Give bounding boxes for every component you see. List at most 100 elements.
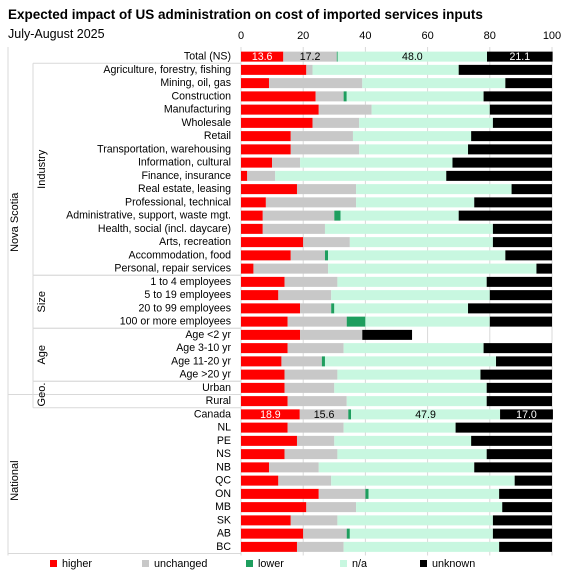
category-label: Retail [204, 130, 231, 142]
bar-segment-unchanged [268, 78, 363, 89]
x-tick-label: 0 [238, 30, 244, 42]
bar-segment-lower [348, 409, 352, 420]
bar-segment-unknown [486, 396, 552, 407]
bar-segment-na [346, 91, 484, 102]
legend: higher unchanged lower n/a unknown [50, 558, 475, 570]
category-label: Agriculture, forestry, fishing [103, 64, 231, 76]
legend-label: lower [258, 558, 284, 570]
bar-segment-unknown [487, 51, 553, 62]
bar-segment-unchanged [287, 343, 344, 354]
bar-segment-unknown [511, 184, 552, 195]
bar-segment-unknown [496, 356, 552, 367]
bar-segment-higher [241, 237, 304, 248]
category-label: Canada [194, 408, 231, 420]
x-tick-label: 80 [484, 30, 496, 42]
legend-swatch [142, 560, 149, 567]
bar-segment-unknown [505, 250, 552, 261]
bar-segment-higher [241, 131, 291, 142]
bar-segment-unknown [500, 409, 553, 420]
bar-segment-unknown [474, 197, 552, 208]
bar-segment-lower [321, 356, 325, 367]
bar-segment-higher [241, 515, 291, 526]
bar-segment-unchanged [284, 449, 338, 460]
bar-segment-unchanged [287, 422, 344, 433]
bar-segment-unchanged [306, 502, 357, 513]
group-label: Nova Scotia [9, 192, 21, 252]
bar-segment-higher [241, 488, 319, 499]
bar-segment-na [349, 528, 493, 539]
category-label: Manufacturing [164, 104, 231, 116]
bar-segment-unknown [492, 528, 552, 539]
bar-segment-unchanged [318, 104, 372, 115]
bar-segment-higher [241, 91, 316, 102]
bar-segment-higher [241, 329, 301, 340]
bar-segment-higher [241, 64, 307, 75]
category-label: Rural [206, 395, 231, 407]
category-label: Information, cultural [138, 157, 231, 169]
category-label: 1 to 4 employees [150, 276, 231, 288]
bar-segment-higher [241, 369, 285, 380]
bar-segment-na [340, 210, 459, 221]
group-label: Geo. [36, 383, 48, 407]
group-label: Industry [36, 149, 48, 189]
bar-segment-na [331, 290, 490, 301]
group-label: Age [36, 345, 48, 365]
bar-segment-lower [346, 528, 350, 539]
x-axis-ticks: 0 20 40 60 80 100 [238, 30, 561, 42]
bar-segment-unknown [492, 223, 552, 234]
category-label: Transportation, warehousing [97, 143, 231, 155]
bar-segment-unchanged [315, 91, 344, 102]
bar-segment-higher [241, 223, 263, 234]
bar-segment-unknown [502, 502, 552, 513]
data-label: 48.0 [402, 51, 423, 63]
bar-segment-unchanged [306, 64, 313, 75]
bar-segment-na [324, 356, 497, 367]
category-label: Health, social (incl. daycare) [98, 223, 231, 235]
bar-segment-unknown [486, 449, 552, 460]
data-label: 15.6 [314, 409, 335, 421]
bar-segment-na [300, 157, 453, 168]
bar-segment-unknown [471, 435, 552, 446]
bar-segment-unchanged [284, 276, 338, 287]
bar-segment-na [359, 117, 493, 128]
bar-segment-higher [241, 541, 297, 552]
bar-segment-unchanged [299, 409, 349, 420]
bar-segment-lower [334, 210, 341, 221]
bar-segment-lower [365, 488, 369, 499]
bar-segment-na [328, 263, 537, 274]
legend-swatch [246, 560, 253, 567]
bar-segment-unknown [492, 237, 552, 248]
bar-segment-lower [343, 91, 347, 102]
category-label: SK [217, 514, 231, 526]
bar-segment-unchanged [287, 396, 347, 407]
category-label: BC [216, 541, 231, 553]
bar-segment-lower [346, 316, 366, 327]
bar-segment-higher [241, 78, 269, 89]
group-labels: Nova Scotia Industry Size Age Geo. National [7, 47, 241, 556]
data-labels: 13.6 17.2 48.0 21.1 18.9 15.6 47.9 17.0 [252, 51, 537, 421]
bar-segment-higher [241, 157, 273, 168]
bar-segment-unchanged [290, 250, 325, 261]
bar-segment-higher [241, 356, 282, 367]
bar-segment-unchanged [300, 329, 363, 340]
bar-segment-na [312, 64, 459, 75]
bar-segment-higher [241, 502, 307, 513]
bar-segment-na [359, 144, 469, 155]
bar-segment-unknown [362, 329, 413, 340]
bar-segment-unknown [489, 104, 552, 115]
category-label: Construction [172, 90, 232, 102]
bar-segment-higher [241, 197, 266, 208]
group-label: Size [36, 291, 48, 312]
bar-segment-unchanged [296, 184, 357, 195]
bar-segment-na [362, 78, 506, 89]
bar-segment-unchanged [262, 223, 325, 234]
bar-segment-unchanged [303, 528, 347, 539]
bar-segment-higher [241, 144, 291, 155]
bar-segment-unknown [446, 170, 552, 181]
bar-segment-unchanged [287, 316, 347, 327]
bar-segment-higher [241, 382, 285, 393]
bar-segment-higher [241, 276, 285, 287]
bar-segment-na [343, 541, 500, 552]
bar-segment-na [343, 422, 456, 433]
